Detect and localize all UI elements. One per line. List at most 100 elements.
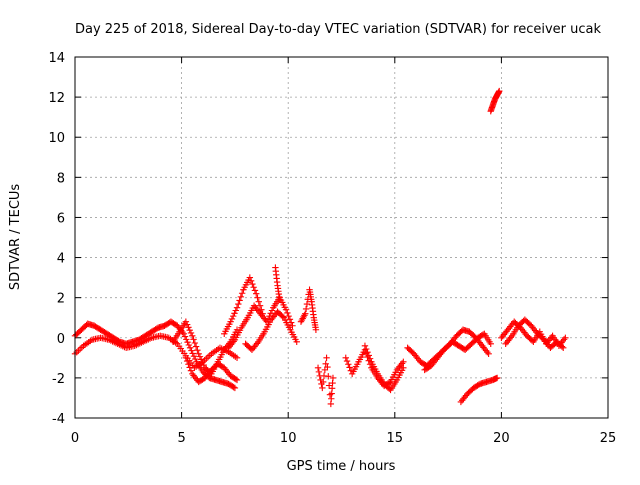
data-point (183, 357, 191, 365)
data-point (264, 315, 272, 323)
data-point (185, 324, 192, 331)
data-points (71, 87, 569, 408)
data-point (196, 353, 204, 360)
data-point (228, 315, 236, 323)
data-point (251, 287, 259, 294)
data-point (562, 334, 569, 341)
data-point (366, 355, 374, 362)
data-point (558, 343, 566, 350)
data-point (233, 376, 241, 384)
data-point (230, 383, 237, 391)
y-axis-label: SDTVAR / TECUs (8, 184, 23, 291)
data-point (229, 312, 237, 320)
data-point (285, 312, 292, 320)
data-point (289, 322, 296, 329)
data-point (315, 368, 323, 376)
data-point (198, 356, 205, 363)
y-tick-label: 6 (57, 211, 65, 226)
chart-title: Day 225 of 2018, Sidereal Day-to-day VTE… (75, 22, 601, 37)
y-tick-label: 12 (48, 91, 65, 106)
data-point (487, 340, 494, 347)
data-point (386, 379, 393, 386)
data-point (343, 357, 351, 365)
data-point (233, 354, 241, 362)
data-point (233, 304, 241, 311)
y-tick-label: 8 (57, 171, 65, 186)
data-point (319, 378, 327, 386)
data-point (231, 384, 239, 392)
data-point (342, 354, 349, 362)
data-point (284, 309, 291, 317)
data-point (365, 352, 372, 359)
y-tick-label: 4 (57, 252, 65, 267)
data-point (325, 382, 333, 389)
data-point (231, 310, 238, 317)
data-point (286, 316, 294, 323)
data-point (276, 296, 283, 303)
data-point (250, 284, 257, 291)
data-point (182, 354, 190, 362)
data-point (181, 333, 189, 340)
data-point (560, 344, 567, 352)
data-point (194, 347, 201, 354)
x-tick-label: 5 (177, 431, 185, 446)
data-point (253, 290, 260, 297)
x-tick-label: 15 (387, 431, 404, 446)
data-point (195, 350, 202, 358)
data-point (232, 307, 239, 314)
data-point (186, 344, 194, 352)
data-point (186, 326, 193, 334)
data-point (302, 310, 309, 317)
data-point (187, 367, 195, 374)
data-point (183, 336, 190, 343)
data-point (325, 373, 332, 380)
data-point (363, 345, 370, 353)
x-tick-label: 20 (493, 431, 510, 446)
data-point (238, 290, 246, 297)
data-point (319, 384, 326, 392)
x-tick-label: 25 (600, 431, 617, 446)
data-point (188, 347, 195, 354)
data-point (237, 293, 245, 301)
x-tick-label: 10 (280, 431, 297, 446)
data-point (190, 353, 198, 360)
data-point (182, 318, 190, 325)
data-point (192, 355, 199, 363)
data-point (485, 350, 492, 358)
data-point (232, 375, 239, 383)
x-tick-label: 0 (71, 431, 79, 446)
data-point (361, 342, 369, 349)
data-point (199, 359, 206, 366)
data-point (236, 297, 243, 304)
data-point (246, 274, 254, 281)
data-point (267, 310, 274, 317)
grid (75, 57, 608, 418)
data-point (322, 360, 329, 368)
y-tick-label: 0 (57, 332, 65, 347)
y-tick-label: 14 (48, 51, 65, 66)
data-point (184, 338, 191, 346)
data-point (189, 350, 196, 357)
data-point (364, 349, 371, 356)
x-axis-label: GPS time / hours (287, 459, 396, 474)
data-point (190, 336, 197, 343)
data-point (255, 298, 262, 305)
data-point (191, 339, 199, 347)
y-tick-label: -4 (52, 412, 65, 427)
data-point (187, 329, 195, 337)
data-point (256, 302, 264, 309)
data-point (302, 305, 310, 313)
data-point (192, 343, 200, 350)
data-point (496, 87, 503, 95)
data-point (323, 354, 330, 362)
data-point (183, 321, 191, 328)
data-point (345, 361, 352, 368)
data-point (186, 364, 193, 371)
data-point (400, 358, 407, 366)
data-point (282, 306, 290, 313)
data-point (324, 363, 331, 371)
data-point (227, 318, 234, 325)
data-point (235, 300, 242, 308)
data-point (493, 374, 501, 382)
data-point (329, 374, 337, 382)
